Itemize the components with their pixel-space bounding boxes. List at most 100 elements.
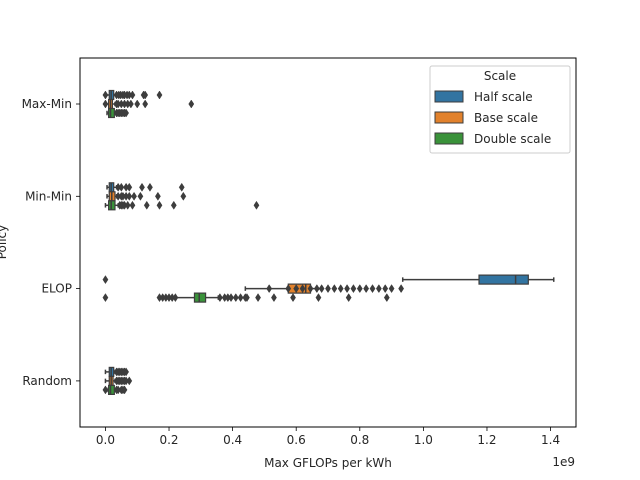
outlier-point <box>325 284 331 294</box>
outlier-point <box>147 182 153 192</box>
outlier-point <box>388 284 395 294</box>
outlier-point <box>345 293 352 303</box>
outlier-point <box>237 293 244 303</box>
box-group <box>104 375 133 386</box>
box-group <box>102 98 195 110</box>
outlier-point <box>102 385 109 395</box>
outlier-point <box>290 293 296 303</box>
box-group <box>104 200 260 211</box>
legend-frame <box>429 65 571 154</box>
outlier-point <box>299 284 306 294</box>
outlier-point <box>137 191 144 201</box>
outlier-point <box>188 99 195 109</box>
plot-area <box>102 89 555 395</box>
y-tick-label: Random <box>22 374 72 388</box>
box-group <box>102 274 555 285</box>
outlier-point <box>126 182 133 192</box>
x-tick-label: 0.4 <box>223 433 242 447</box>
y-tick-label: ELOP <box>41 282 72 296</box>
box-group <box>102 384 128 395</box>
box-group <box>106 182 185 193</box>
legend-entry-label: Double scale <box>474 132 551 146</box>
box-group <box>102 292 390 303</box>
x-tick-label: 0.6 <box>287 433 306 447</box>
x-tick-label: 1.2 <box>477 433 496 447</box>
x-axis-offset-label: 1e9 <box>552 455 575 469</box>
outlier-point <box>126 191 133 201</box>
outlier-point <box>123 367 130 377</box>
outlier-point <box>271 293 277 303</box>
box-group <box>104 366 130 377</box>
box-group <box>106 107 130 119</box>
outlier-point <box>142 90 149 100</box>
outlier-point <box>216 293 223 303</box>
outlier-point <box>102 99 109 109</box>
outlier-point <box>363 284 370 294</box>
legend-entry-label: Half scale <box>474 90 533 104</box>
outlier-point <box>350 284 357 294</box>
outlier-point <box>315 293 322 303</box>
outlier-point <box>134 99 141 109</box>
outlier-point <box>102 275 109 285</box>
legend-entry-label: Base scale <box>474 111 538 125</box>
legend-swatch <box>434 90 464 103</box>
outlier-point <box>293 284 300 294</box>
box-group <box>244 283 405 294</box>
outlier-point <box>139 182 145 192</box>
outlier-point <box>156 200 163 210</box>
outlier-point <box>131 191 137 201</box>
plot-frame <box>79 57 577 428</box>
outlier-point <box>129 90 136 100</box>
box-body <box>478 274 529 285</box>
outlier-point <box>124 200 131 210</box>
outlier-point <box>369 284 376 294</box>
outlier-point <box>382 284 389 294</box>
outlier-point <box>318 284 325 294</box>
x-tick-label: 0.8 <box>350 433 369 447</box>
outlier-point <box>356 284 363 294</box>
box-body <box>108 384 115 395</box>
outlier-point <box>344 284 350 294</box>
axes: 0.0 0.2 0.4 0.6 0.8 1.0 1.2 1.4 Max-Min Min-Min EL… <box>22 57 577 447</box>
box-group <box>102 89 163 101</box>
box-group <box>106 191 187 202</box>
outlier-point <box>266 284 273 294</box>
outlier-point <box>143 200 150 210</box>
x-tick-label: 0.0 <box>96 433 115 447</box>
outlier-point <box>337 284 344 294</box>
outlier-point <box>383 293 390 303</box>
outlier-point <box>170 200 177 210</box>
outlier-point <box>121 385 128 395</box>
x-tick-label: 0.2 <box>159 433 178 447</box>
x-tick-label: 1.0 <box>414 433 433 447</box>
legend: Scale Half scale Base scale Double scale <box>429 65 571 154</box>
outlier-point <box>154 191 161 201</box>
outlier-point <box>102 293 109 303</box>
outlier-point <box>285 284 292 294</box>
outlier-point <box>375 284 382 294</box>
outlier-point <box>331 284 338 294</box>
legend-swatch <box>434 111 464 124</box>
box-body <box>287 283 312 294</box>
legend-title: Scale <box>484 69 516 83</box>
outlier-point <box>142 99 149 109</box>
outlier-point <box>253 200 260 210</box>
y-axis-label: Policy <box>0 225 9 260</box>
outlier-point <box>180 191 187 201</box>
outlier-point <box>307 284 314 294</box>
outlier-point <box>232 293 239 303</box>
outlier-point <box>178 182 185 192</box>
outlier-point <box>398 284 405 294</box>
outlier-point <box>255 293 261 303</box>
outlier-point <box>127 99 134 109</box>
outlier-point <box>228 293 234 303</box>
outlier-point <box>123 108 130 118</box>
y-tick-label: Max-Min <box>22 97 72 111</box>
y-tick-label: Min-Min <box>25 189 72 203</box>
outlier-point <box>129 200 136 210</box>
outlier-point <box>102 90 109 100</box>
box-body <box>193 292 207 303</box>
outlier-point <box>313 284 320 294</box>
outlier-point <box>118 182 125 192</box>
